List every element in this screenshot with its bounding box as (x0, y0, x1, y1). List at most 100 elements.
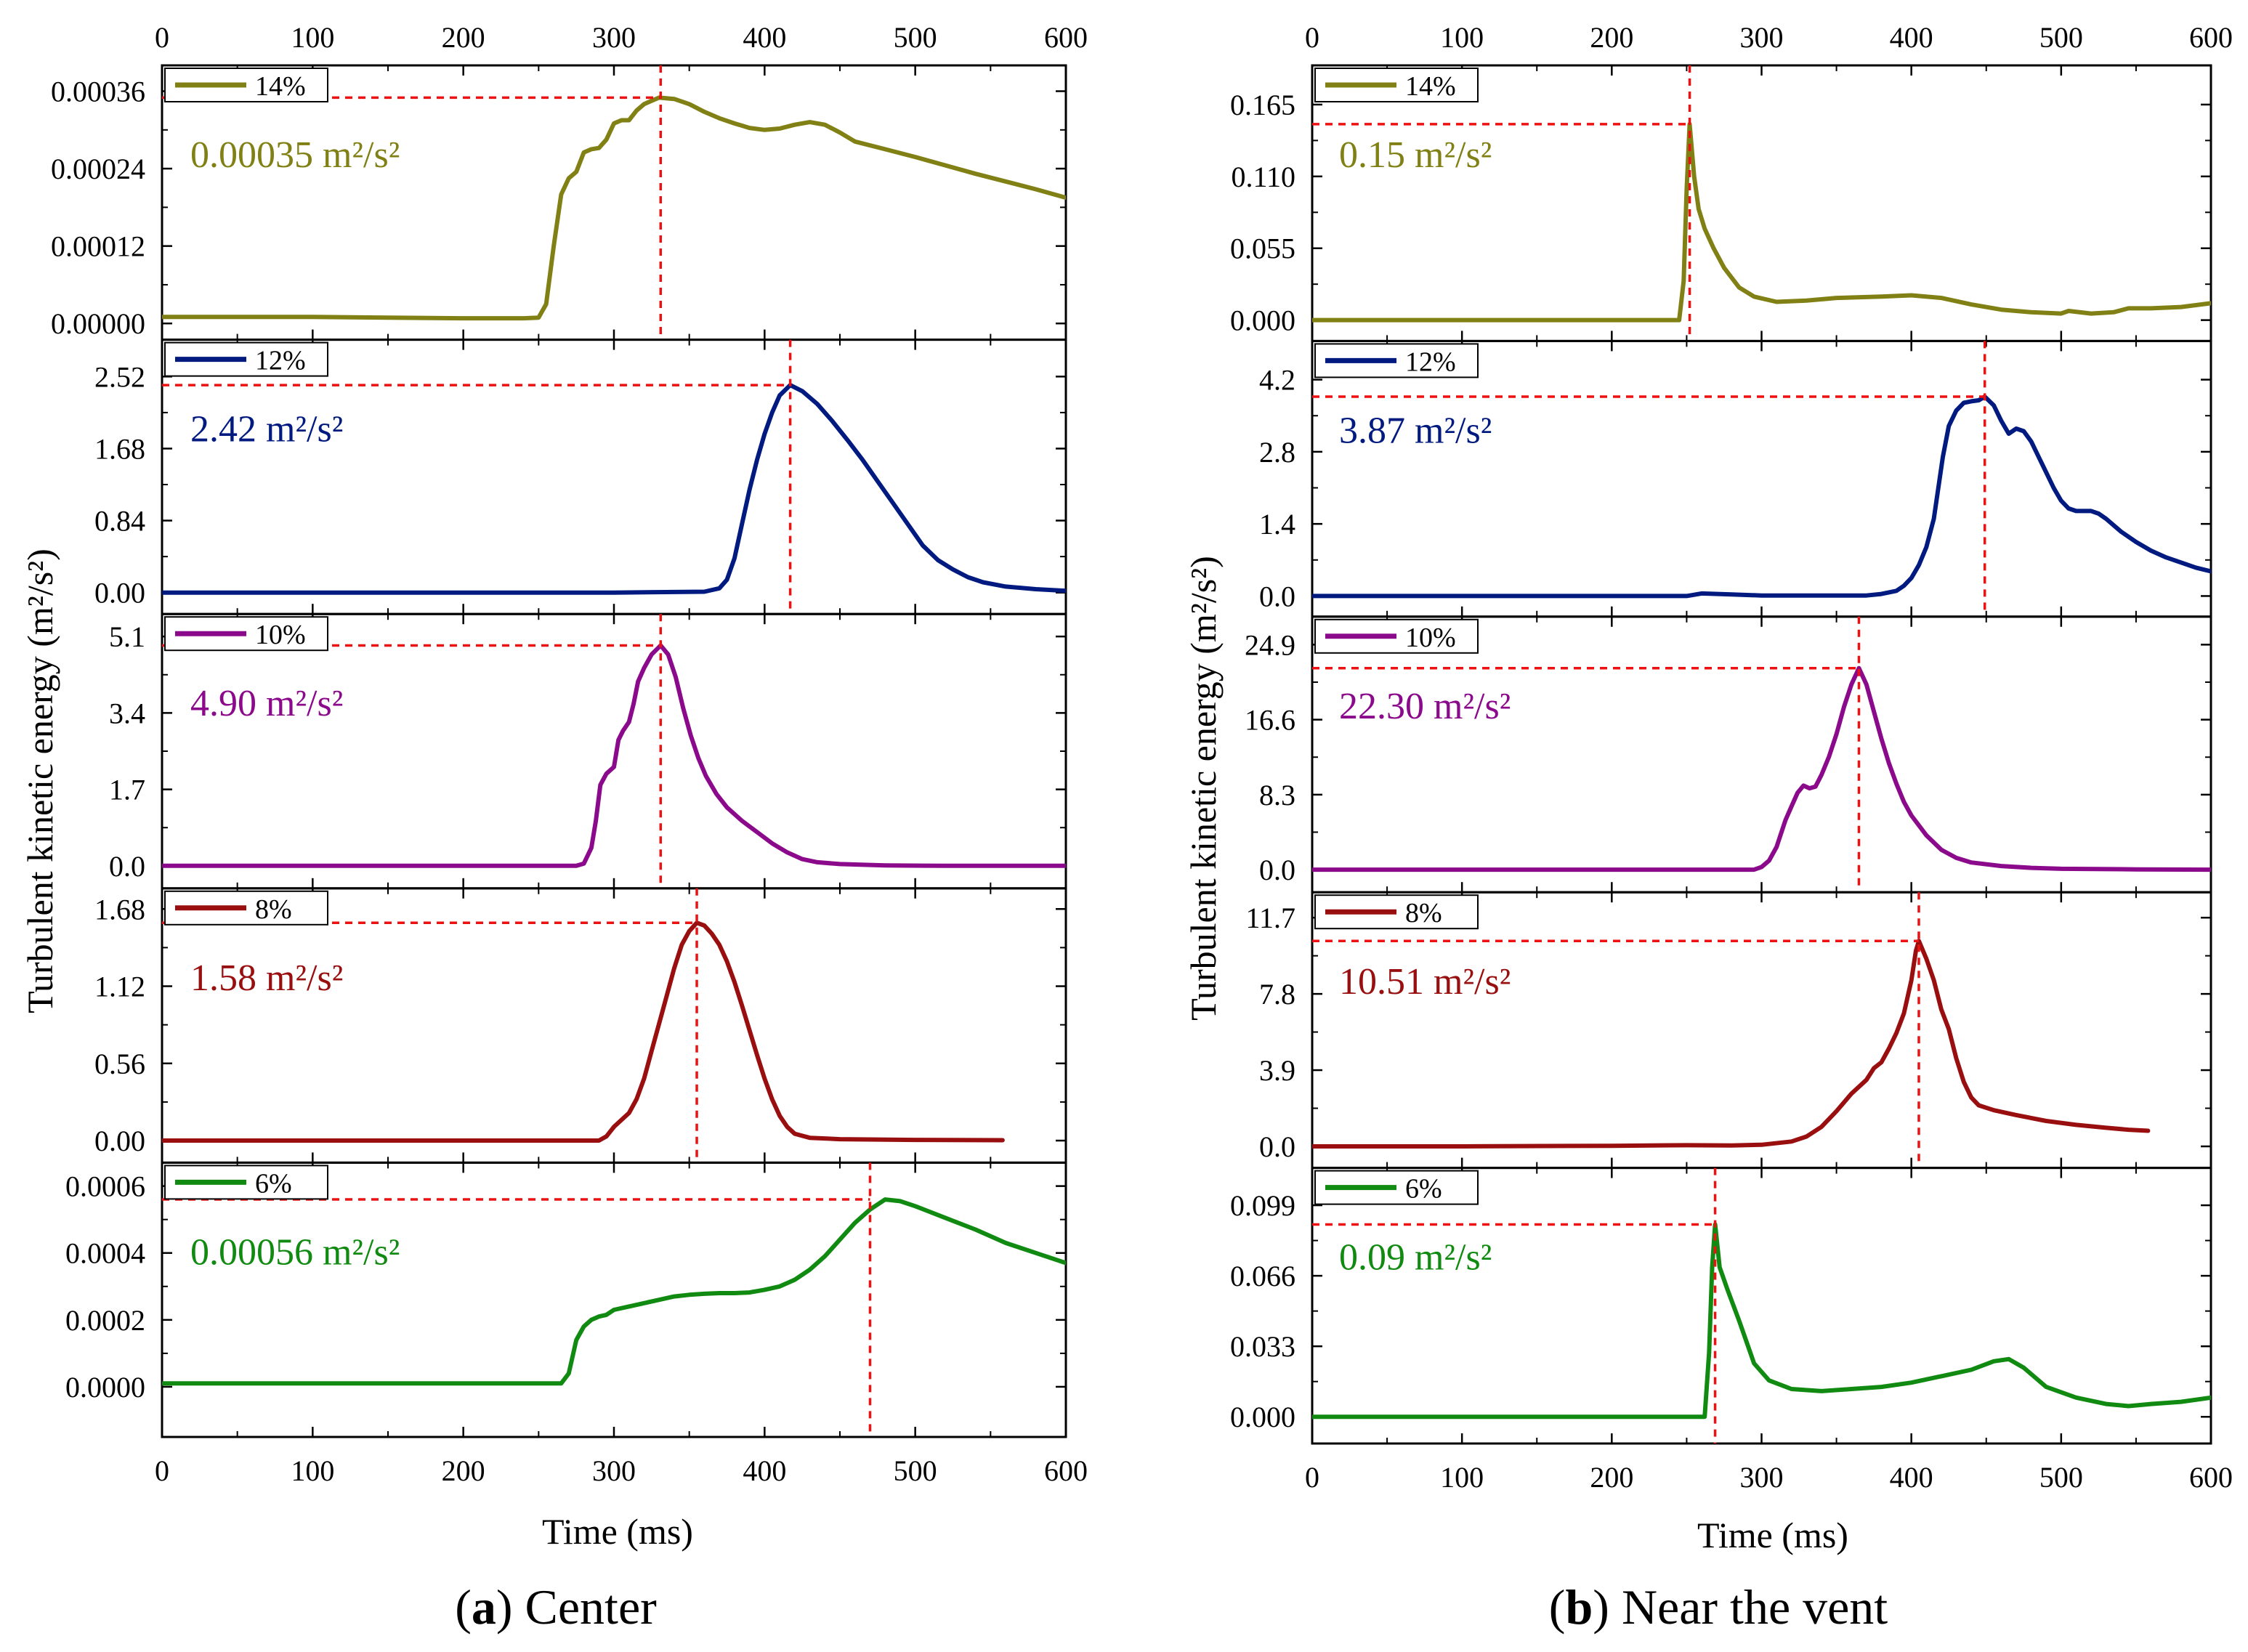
x-tick-label-bottom-a-2: 200 (442, 1454, 485, 1487)
subplot-a-1: 0.00 0.84 1.68 2.52 12% 2.42 m²/s² (94, 339, 1067, 615)
x-tick-label-top-a-4: 400 (743, 21, 786, 54)
peak-value-label-a-3: 1.58 m²/s² (190, 957, 343, 999)
chart-center: 0 0 100 100 200 200 300 300 400 400 500 500 600 600 0.… (51, 21, 1088, 1487)
subplot-a-3: 0.00 0.56 1.12 1.68 8% 1.58 m²/s² (94, 887, 1067, 1164)
x-axis-label-right: Time (ms) (1697, 1515, 1848, 1555)
legend-label-a-1: 12% (255, 346, 306, 376)
y-tick-label-b-4-3: 0.099 (1230, 1189, 1295, 1222)
legend-label-b-1: 12% (1405, 347, 1456, 377)
peak-value: 3.87 (1339, 410, 1415, 451)
peak-value-label-a-2: 4.90 m²/s² (190, 683, 343, 724)
subplot-b-1: 0.0 1.4 2.8 4.2 12% 3.87 m²/s² (1259, 339, 2212, 618)
legend-label-a-4: 6% (255, 1168, 292, 1199)
series-line-a-0 (162, 95, 1066, 321)
plot-frame (161, 339, 1067, 615)
y-tick-label-a-4-2: 0.0004 (65, 1237, 145, 1270)
x-tick-label-bottom-b-5: 500 (2039, 1461, 2083, 1494)
x-tick-label-top-b-3: 300 (1740, 21, 1784, 54)
plot-frame (161, 612, 1067, 890)
series-line-a-1 (162, 383, 1066, 595)
y-tick-label-b-4-1: 0.033 (1230, 1330, 1295, 1363)
y-tick-label-a-3-0: 0.00 (94, 1125, 145, 1157)
legend-label-a-3: 8% (255, 894, 292, 925)
y-tick-label-b-0-2: 0.110 (1231, 161, 1295, 193)
y-tick-label-b-3-2: 7.8 (1259, 978, 1295, 1011)
peak-value: 2.42 (190, 409, 266, 450)
series-line-b-4 (1312, 1222, 2211, 1420)
y-tick-label-a-3-2: 1.12 (94, 971, 145, 1003)
peak-value: 1.58 (190, 957, 266, 999)
x-tick-label-bottom-b-3: 300 (1740, 1461, 1784, 1494)
peak-unit: m²/s² (1415, 1237, 1492, 1279)
x-tick-label-bottom-b-1: 100 (1440, 1461, 1484, 1494)
series-line-a-3 (162, 920, 1005, 1143)
peak-value-label-a-1: 2.42 m²/s² (190, 409, 343, 450)
peak-unit: m²/s² (1415, 134, 1492, 176)
x-tick-label-top-b-0: 0 (1305, 21, 1319, 54)
y-tick-label-b-3-1: 3.9 (1259, 1054, 1295, 1087)
y-tick-label-a-1-1: 0.84 (94, 505, 145, 538)
x-tick-label-top-b-2: 200 (1590, 21, 1633, 54)
peak-unit: m²/s² (1415, 410, 1492, 451)
peak-value: 0.15 (1339, 134, 1415, 176)
y-tick-label-a-2-0: 0.0 (109, 850, 145, 883)
series-line-b-3 (1312, 939, 2151, 1149)
y-tick-label-b-2-2: 16.6 (1245, 704, 1295, 737)
legend-label-b-4: 6% (1405, 1174, 1442, 1204)
y-tick-label-a-0-2: 0.00024 (51, 153, 145, 185)
plot-frame (161, 887, 1067, 1164)
peak-value: 22.30 (1339, 686, 1434, 727)
y-tick-label-b-4-0: 0.000 (1230, 1401, 1295, 1433)
x-tick-label-bottom-b-6: 600 (2189, 1461, 2233, 1494)
x-tick-label-bottom-b-4: 400 (1890, 1461, 1933, 1494)
x-tick-label-top-a-5: 500 (894, 21, 937, 54)
x-tick-label-top-a-3: 300 (592, 21, 636, 54)
plot-frame (1311, 339, 2212, 618)
x-tick-label-bottom-a-0: 0 (155, 1454, 169, 1487)
peak-unit: m²/s² (1434, 686, 1511, 727)
legend-label-b-3: 8% (1405, 898, 1442, 928)
peak-value-label-b-2: 22.30 m²/s² (1339, 686, 1511, 727)
peak-value: 4.90 (190, 683, 266, 724)
y-tick-label-b-3-0: 0.0 (1259, 1130, 1295, 1163)
x-tick-label-top-b-1: 100 (1440, 21, 1484, 54)
plot-frame (161, 1161, 1067, 1438)
peak-unit: m²/s² (323, 134, 400, 176)
y-tick-label-a-1-0: 0.00 (94, 577, 145, 610)
peak-value-label-a-4: 0.00056 m²/s² (190, 1231, 400, 1273)
y-axis-label-right: Turbulent kinetic energy (m²/s²) (1183, 556, 1224, 1021)
x-tick-label-top-a-2: 200 (442, 21, 485, 54)
chart-near-vent: 0 0 100 100 200 200 300 300 400 400 500 500 600 600 0.… (1230, 21, 2233, 1494)
caption-left: (a) Center (455, 1579, 657, 1635)
x-tick-label-bottom-b-2: 200 (1590, 1461, 1633, 1494)
x-tick-label-bottom-a-6: 600 (1044, 1454, 1088, 1487)
y-tick-label-a-3-3: 1.68 (94, 893, 145, 926)
series-line-b-0 (1312, 121, 2211, 323)
y-tick-label-b-2-0: 0.0 (1259, 854, 1295, 886)
y-tick-label-b-1-1: 1.4 (1259, 508, 1295, 540)
y-tick-label-b-1-2: 2.8 (1259, 436, 1295, 469)
y-tick-label-a-3-1: 0.56 (94, 1048, 145, 1080)
x-tick-label-bottom-a-4: 400 (743, 1454, 786, 1487)
y-tick-label-a-2-2: 3.4 (109, 697, 145, 729)
subplot-a-0: 0.00000 0.00012 0.00024 0.00036 14% 0.00035 m… (51, 64, 1067, 341)
x-tick-label-bottom-a-5: 500 (894, 1454, 937, 1487)
x-axis-label-left: Time (ms) (542, 1511, 693, 1552)
y-tick-label-a-2-3: 5.1 (109, 620, 145, 653)
subplot-a-2: 0.0 1.7 3.4 5.1 10% 4.90 m²/s² (109, 612, 1067, 890)
subplot-b-4: 0.000 0.033 0.066 0.099 6% 0.09 m²/s² (1230, 1167, 2212, 1445)
legend-label-a-0: 14% (255, 71, 306, 102)
plot-frame (1311, 1167, 2212, 1445)
y-tick-label-a-1-2: 1.68 (94, 432, 145, 465)
y-tick-label-b-2-1: 8.3 (1259, 779, 1295, 811)
x-tick-label-bottom-a-3: 300 (592, 1454, 636, 1487)
plot-frame (1311, 615, 2212, 894)
peak-value: 10.51 (1339, 961, 1434, 1003)
x-tick-label-top-a-6: 600 (1044, 21, 1088, 54)
y-tick-label-a-4-1: 0.0002 (65, 1304, 145, 1337)
series-line-b-2 (1312, 665, 2211, 872)
x-tick-label-top-a-1: 100 (291, 21, 334, 54)
peak-value-label-a-0: 0.00035 m²/s² (190, 134, 400, 176)
peak-value: 0.00056 (190, 1231, 323, 1273)
y-tick-label-a-4-0: 0.0000 (65, 1371, 145, 1404)
